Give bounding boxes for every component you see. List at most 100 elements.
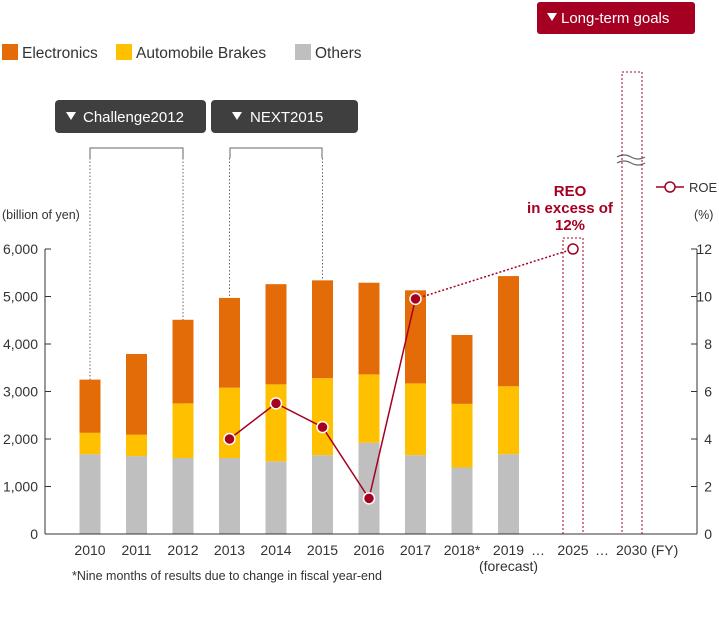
x-tick-label-2017: 2017 bbox=[400, 542, 431, 558]
roe-target-line bbox=[415, 248, 574, 300]
bar-automobile-brakes-2018 bbox=[451, 403, 473, 468]
left-tick-label: 5,000 bbox=[3, 289, 38, 305]
bar-automobile-brakes-2019 bbox=[498, 386, 519, 455]
x-ellipsis-label: … bbox=[595, 542, 609, 558]
legend: Electronics Automobile Brakes Others bbox=[2, 44, 362, 62]
left-axis-ticks: 0 1,000 2,000 3,000 4,000 5,000 6,000 bbox=[3, 241, 51, 542]
bar-electronics-2012 bbox=[172, 319, 194, 404]
bar-electronics-2016 bbox=[358, 282, 380, 375]
roe-legend-marker bbox=[664, 181, 676, 193]
challenge2012-bracket bbox=[89, 147, 184, 158]
reo-annotation-line3: 12% bbox=[555, 217, 585, 234]
bar-electronics-2019 bbox=[498, 276, 519, 387]
roe-legend: ROE bbox=[656, 180, 718, 195]
right-tick-label: 4 bbox=[704, 431, 712, 447]
next2015-label: NEXT2015 bbox=[250, 109, 323, 126]
bar-electronics-2015 bbox=[312, 280, 333, 379]
left-tick-label: 4,000 bbox=[3, 336, 38, 352]
roe-point-2014 bbox=[269, 397, 283, 410]
bar-others-2019 bbox=[498, 454, 519, 534]
left-tick-label: 1,000 bbox=[3, 479, 38, 495]
reo-annotation: REO in excess of 12% bbox=[527, 183, 614, 234]
goal-2030-column bbox=[621, 71, 643, 535]
bar-automobile-brakes-2015 bbox=[312, 378, 333, 456]
x-tick-label-2013: 2013 bbox=[214, 542, 245, 558]
x-tick-label-2015: 2015 bbox=[307, 542, 338, 558]
bar-electronics-2013 bbox=[219, 297, 240, 388]
bar-electronics-2011 bbox=[126, 353, 147, 435]
reo-annotation-line2: in excess of bbox=[527, 200, 614, 217]
x-tick-label-2011: 2011 bbox=[121, 542, 151, 558]
x-forecast-label: (forecast) bbox=[479, 558, 538, 574]
bar-automobile-brakes-2017 bbox=[405, 383, 426, 456]
legend-label-automobile-brakes: Automobile Brakes bbox=[136, 45, 266, 62]
long-term-goals-label: Long-term goals bbox=[561, 10, 669, 27]
bar-electronics-2010 bbox=[79, 379, 101, 433]
next2015-bracket bbox=[229, 147, 323, 158]
bar-automobile-brakes-2014 bbox=[265, 384, 287, 462]
right-tick-label: 0 bbox=[704, 526, 712, 542]
x-tick-label-2030: 2030 (FY) bbox=[616, 542, 678, 558]
right-tick-label: 6 bbox=[704, 384, 712, 400]
bar-automobile-brakes-2011 bbox=[126, 434, 147, 457]
bar-automobile-brakes-2013 bbox=[219, 387, 240, 458]
long-term-goals-badge: Long-term goals bbox=[537, 2, 695, 34]
legend-label-others: Others bbox=[315, 45, 362, 62]
reo-annotation-line1: REO bbox=[554, 183, 587, 200]
x-tick-label-2025: 2025 bbox=[557, 542, 588, 558]
legend-swatch-electronics bbox=[2, 44, 18, 60]
challenge2012-label: Challenge2012 bbox=[83, 109, 184, 126]
roe-legend-label: ROE bbox=[689, 180, 718, 195]
bar-electronics-2018 bbox=[451, 334, 473, 404]
x-tick-label-2019: 2019 bbox=[493, 542, 524, 558]
bar-electronics-2017 bbox=[405, 290, 426, 384]
roe-target-point-2025 bbox=[567, 243, 579, 255]
left-tick-label: 2,000 bbox=[3, 431, 38, 447]
bar-others-2016 bbox=[358, 442, 380, 534]
bar-others-2010 bbox=[79, 454, 101, 534]
x-axis-labels: 2010 2011 2012 2013 2014 2015 2016 2017 2018* 201… bbox=[74, 542, 678, 574]
right-tick-label: 10 bbox=[696, 289, 712, 305]
bar-others-2015 bbox=[312, 455, 333, 534]
roe-point-2017 bbox=[409, 292, 422, 306]
period-brackets bbox=[89, 147, 323, 158]
bar-automobile-brakes-2010 bbox=[79, 432, 101, 455]
x-tick-label-2018: 2018* bbox=[444, 542, 481, 558]
footnote: *Nine months of results due to change in… bbox=[72, 569, 382, 583]
left-axis-title: (billion of yen) bbox=[2, 208, 80, 222]
triangle-down-icon bbox=[66, 112, 76, 120]
x-tick-label-2016: 2016 bbox=[353, 542, 384, 558]
right-tick-label: 8 bbox=[704, 336, 712, 352]
right-tick-label: 2 bbox=[704, 479, 712, 495]
right-axis-ticks: 0 2 4 6 8 10 12 bbox=[691, 241, 712, 542]
axis-break-mark bbox=[616, 154, 646, 166]
triangle-down-icon bbox=[547, 13, 557, 21]
bar-others-2011 bbox=[126, 456, 147, 534]
x-tick-label-2010: 2010 bbox=[74, 542, 105, 558]
x-tick-label-2014: 2014 bbox=[260, 542, 291, 558]
bar-others-2018 bbox=[451, 467, 473, 534]
bar-others-2017 bbox=[405, 455, 426, 534]
challenge2012-badge: Challenge2012 bbox=[55, 100, 206, 133]
bar-electronics-2014 bbox=[265, 284, 287, 385]
goal-2025-column bbox=[562, 237, 584, 535]
roe-series bbox=[223, 243, 579, 505]
bars bbox=[79, 276, 519, 534]
legend-label-electronics: Electronics bbox=[22, 45, 98, 62]
left-tick-label: 0 bbox=[30, 526, 38, 542]
roe-point-2013 bbox=[223, 432, 236, 446]
triangle-down-icon bbox=[232, 112, 242, 120]
bar-others-2013 bbox=[219, 458, 240, 534]
next2015-badge: NEXT2015 bbox=[211, 100, 358, 133]
x-ellipsis-label: … bbox=[531, 542, 545, 558]
roe-point-2015 bbox=[316, 420, 329, 434]
left-tick-label: 6,000 bbox=[3, 241, 38, 257]
bar-others-2014 bbox=[265, 461, 287, 534]
legend-swatch-others bbox=[295, 44, 311, 60]
left-tick-label: 3,000 bbox=[3, 384, 38, 400]
right-tick-label: 12 bbox=[696, 241, 712, 257]
legend-swatch-automobile-brakes bbox=[116, 44, 132, 60]
bar-automobile-brakes-2016 bbox=[358, 374, 380, 443]
